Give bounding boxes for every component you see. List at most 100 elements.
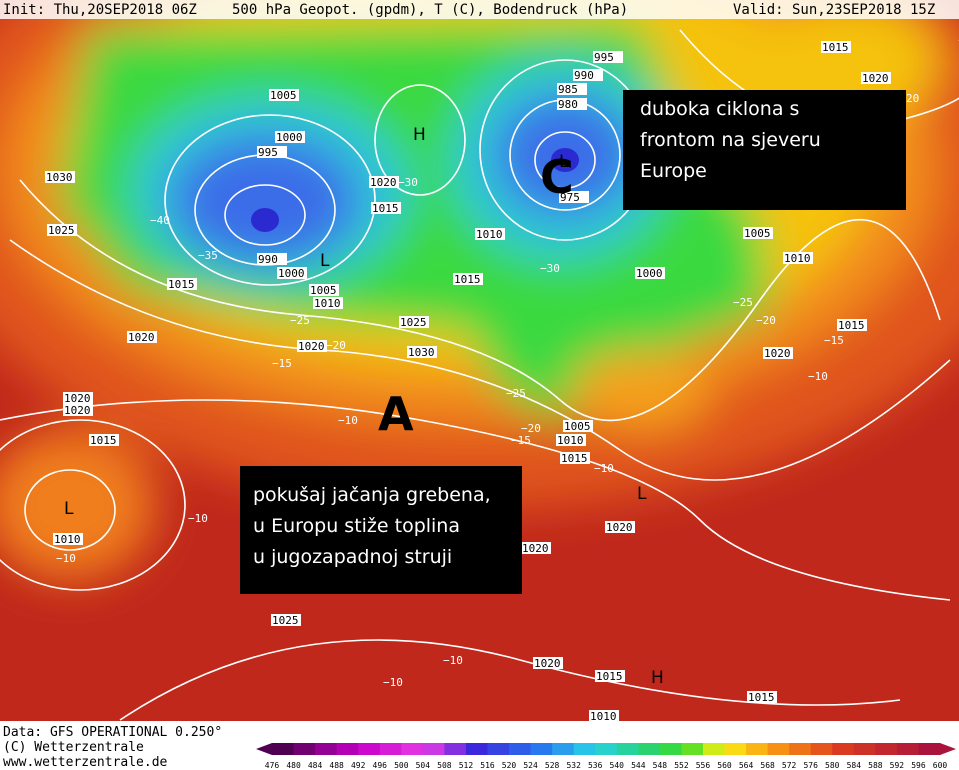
isobar-label: 1015	[822, 41, 849, 54]
colorbar-tick-label: 560	[717, 761, 732, 770]
label-bg	[563, 420, 593, 432]
colorbar-band	[595, 743, 618, 755]
colorbar-band	[272, 743, 295, 755]
label-bg	[573, 69, 603, 81]
annotation-line: u jugozapadnoj struji	[253, 546, 452, 568]
colorbar-end	[256, 743, 272, 755]
isobar-label: 1005	[744, 227, 771, 240]
label-bg	[747, 691, 777, 703]
isobar-label: 1025	[48, 224, 75, 237]
colorbar-tick-label: 556	[696, 761, 711, 770]
pressure-center: H	[651, 668, 664, 688]
colorbar-tick-label: 596	[911, 761, 926, 770]
isobar-label: 1010	[476, 228, 503, 241]
colorbar-tick-label: 500	[394, 761, 409, 770]
isobar-label: 1015	[454, 273, 481, 286]
label-bg	[257, 146, 287, 158]
isobar-label: 1025	[400, 316, 427, 329]
isobar-label: 1000	[278, 267, 305, 280]
colorbar-band	[530, 743, 553, 755]
colorbar-band	[767, 743, 790, 755]
footer-line: Data: GFS OPERATIONAL 0.250°	[3, 725, 222, 740]
isobar-label: 1015	[168, 278, 195, 291]
isobar-label: 1005	[310, 284, 337, 297]
colorbar-tick-label: 576	[803, 761, 818, 770]
annotation-box	[623, 90, 906, 210]
colorbar-band	[487, 743, 510, 755]
label-bg	[63, 392, 93, 404]
isobar-label: 1000	[276, 131, 303, 144]
valid-time: Valid: Sun,23SEP2018 15Z	[733, 2, 935, 18]
isobar-label: 1020	[64, 404, 91, 417]
colorbar-band	[810, 743, 833, 755]
annotation-box	[240, 466, 522, 594]
annotation-line: Europe	[640, 160, 707, 182]
isobar-label: 1000	[636, 267, 663, 280]
colorbar-band	[509, 743, 532, 755]
colorbar-band	[293, 743, 316, 755]
isobar-label: 1010	[54, 533, 81, 546]
label-bg	[313, 297, 343, 309]
isobar-label: 1020	[370, 176, 397, 189]
label-bg	[560, 452, 590, 464]
isobar-label: 985	[558, 83, 578, 96]
temperature-label: −30	[398, 176, 418, 189]
label-bg	[277, 267, 307, 279]
colorbar-tick-label: 584	[847, 761, 862, 770]
footer-line: (C) Wetterzentrale	[3, 740, 144, 755]
label-bg	[783, 252, 813, 264]
temperature-label: −10	[383, 676, 403, 689]
temperature-label: −40	[150, 214, 170, 227]
map-labels: LLLLHH1005100099510301025990100010051010…	[45, 41, 919, 723]
annotation-line: frontom na sjeveru	[640, 129, 821, 151]
annotation-line: duboka ciklona s	[640, 98, 799, 120]
pressure-center: H	[413, 125, 426, 145]
isobar-label: 1030	[408, 346, 435, 359]
label-bg	[605, 521, 635, 533]
colorbar-band	[358, 743, 381, 755]
colorbar-tick-label: 508	[437, 761, 452, 770]
colorbar-tick-label: 536	[588, 761, 603, 770]
colorbar-band	[832, 743, 855, 755]
cyclone-marker: C	[540, 150, 574, 204]
isobar-label: 1010	[784, 252, 811, 265]
colorbar-tick-label: 512	[459, 761, 474, 770]
label-bg	[533, 657, 563, 669]
colorbar-band	[789, 743, 812, 755]
isobar-label: 1005	[270, 89, 297, 102]
isobar-label: 975	[560, 191, 580, 204]
colorbar-tick-label: 580	[825, 761, 840, 770]
label-bg	[557, 98, 587, 110]
label-bg	[53, 533, 83, 545]
colorbar-band	[875, 743, 898, 755]
colorbar-band	[724, 743, 747, 755]
label-bg	[837, 319, 867, 331]
colorbar-band	[638, 743, 661, 755]
colorbar-band	[918, 743, 941, 755]
colorbar-band	[616, 743, 639, 755]
isobar-label: 1010	[590, 710, 617, 723]
label-bg	[47, 224, 77, 236]
label-bg	[369, 176, 399, 188]
isobar-label: 1010	[557, 434, 584, 447]
colorbar-band	[659, 743, 682, 755]
label-bg	[475, 228, 505, 240]
colorbar-band	[379, 743, 402, 755]
temperature-label: −10	[808, 370, 828, 383]
colorbar-band	[444, 743, 467, 755]
isobar-label: 1010	[314, 297, 341, 310]
label-bg	[559, 191, 589, 203]
label-bg	[275, 131, 305, 143]
label-bg	[271, 614, 301, 626]
temperature-label: −20	[521, 422, 541, 435]
label-bg	[635, 267, 665, 279]
colorbar-tick-label: 572	[782, 761, 797, 770]
label-bg	[556, 434, 586, 446]
colorbar-tick-label: 568	[760, 761, 775, 770]
label-bg	[127, 331, 157, 343]
temperature-label: 20	[906, 92, 919, 105]
pressure-center: L	[559, 152, 569, 172]
colorbar-band	[336, 743, 359, 755]
field-description: 500 hPa Geopot. (gpdm), T (C), Bodendruc…	[232, 2, 628, 18]
